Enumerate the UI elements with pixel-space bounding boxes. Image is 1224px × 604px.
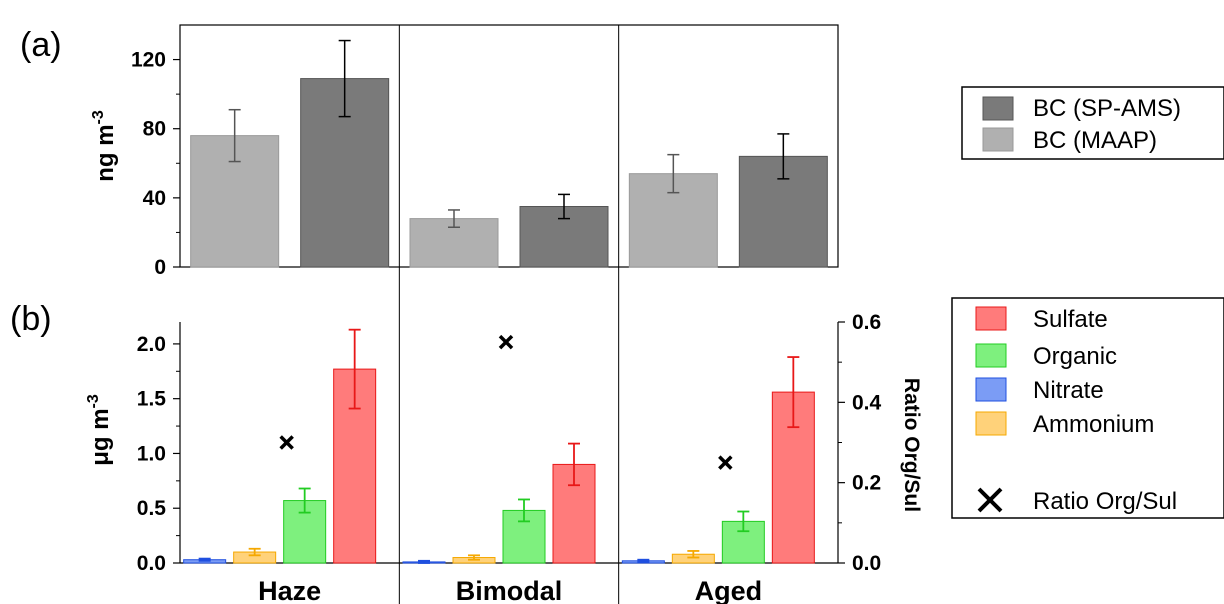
y2-tick-label: 0.6 <box>852 311 881 334</box>
legend-label-bc-maap: BC (MAAP) <box>1033 127 1157 154</box>
ratio-marker-stroke <box>718 455 733 470</box>
y2-axis-label: Ratio Org/Sul <box>900 378 923 512</box>
y-tick-label: 2.0 <box>137 333 166 356</box>
ratio-marker-haze <box>279 435 294 450</box>
legend-label-nitrate: Nitrate <box>1033 377 1104 404</box>
legend-swatch-sulfate <box>975 306 1007 331</box>
y2-tick-label: 0.0 <box>852 552 881 575</box>
legend-a: BC (SP-AMS) BC (MAAP) <box>961 86 1224 160</box>
ratio-marker-stroke <box>279 435 294 450</box>
legend-label-organic: Organic <box>1033 343 1117 370</box>
y-tick-label: 0 <box>154 256 166 279</box>
legend-cross-icon <box>977 487 1003 513</box>
legend-swatch-bc-spams <box>982 96 1014 121</box>
y-tick-label: 1.0 <box>137 442 166 465</box>
y-tick-label: 0.5 <box>137 497 167 520</box>
legend-label-bc-spams: BC (SP-AMS) <box>1033 95 1181 122</box>
legend-swatch-bc-maap <box>982 127 1014 152</box>
category-label-aged: Aged <box>695 576 763 604</box>
panel-a-frame <box>179 24 839 268</box>
y2-tick-label: 0.4 <box>852 391 882 414</box>
panel-a-chart: 0 40 80 120 ng m-3 <box>90 24 839 604</box>
legend-swatch-organic <box>975 343 1007 368</box>
y-axis-label: ng m-3 <box>90 110 119 182</box>
legend-label-ammonium: Ammonium <box>1033 411 1154 438</box>
y-tick-label: 80 <box>143 118 166 141</box>
legend-swatch-nitrate <box>975 377 1007 402</box>
ratio-marker-aged <box>718 455 733 470</box>
y-tick-label: 120 <box>131 49 166 72</box>
ratio-marker-stroke <box>498 334 514 350</box>
y-axis-label: μg m-3 <box>85 394 114 466</box>
category-label-bimodal: Bimodal <box>456 576 563 604</box>
y-tick-label: 0.0 <box>137 552 166 575</box>
y2-tick-label: 0.2 <box>852 472 881 495</box>
panel-b-letter: (b) <box>10 300 52 338</box>
category-label-haze: Haze <box>258 576 321 604</box>
panel-b-chart: 0.0 0.5 1.0 1.5 2.0 0.0 0.2 0.4 0.6 μg m-3 Ratio O… <box>85 311 923 604</box>
y-tick-label: 1.5 <box>137 388 167 411</box>
legend-b-box <box>951 297 1224 519</box>
legend-label-sulfate: Sulfate <box>1033 306 1108 333</box>
panel-a-letter: (a) <box>20 26 62 64</box>
y-tick-label: 40 <box>143 187 166 210</box>
legend-b: Sulfate Organic Nitrate Ammonium Ratio O… <box>951 297 1224 519</box>
ratio-marker-bimodal <box>498 334 514 350</box>
legend-swatch-ammonium <box>975 411 1007 436</box>
legend-label-ratio: Ratio Org/Sul <box>1033 488 1177 515</box>
